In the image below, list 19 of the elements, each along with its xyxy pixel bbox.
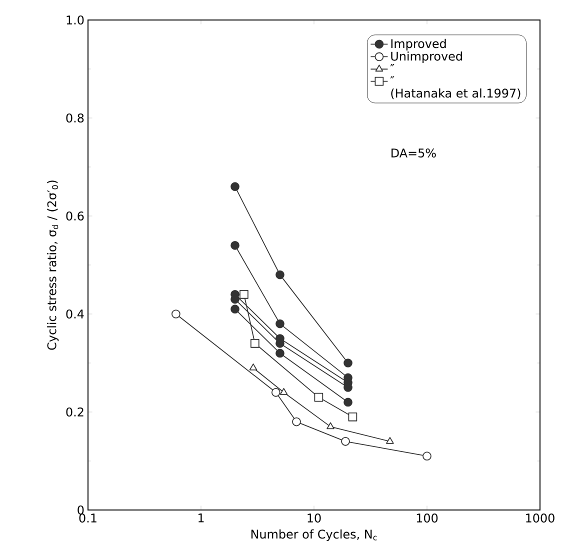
y-axis-title: Cyclic stress ratio, σ$_{d}$ / (2σ′$_{0}$) bbox=[47, 180, 59, 350]
x-tick-label: 100 bbox=[416, 514, 438, 523]
y-tick-label: 0.4 bbox=[66, 309, 84, 319]
y-tick-label: 0 bbox=[78, 505, 84, 515]
x-tick-label: 1 bbox=[198, 514, 204, 522]
annotation: DA=5% bbox=[392, 148, 436, 158]
y-tick-label: 1.0 bbox=[66, 15, 84, 25]
x-tick-label: 10 bbox=[308, 514, 321, 523]
legend-label: ″ bbox=[390, 64, 394, 66]
legend-label: Unimproved bbox=[391, 51, 462, 64]
y-tick-label: 0.8 bbox=[66, 113, 84, 123]
legend-label: ″ bbox=[390, 76, 394, 78]
y-tick-label: 0.6 bbox=[66, 211, 84, 221]
x-tick-label: 1000 bbox=[526, 514, 554, 523]
x-axis-title: Number of Cycles, N$_{c}$ bbox=[251, 529, 377, 541]
x-tick-label: 0.1 bbox=[79, 514, 96, 523]
legend-label: Improved bbox=[391, 38, 446, 50]
y-tick-label: 0.2 bbox=[66, 407, 84, 417]
annotation: (Hatanaka et al.1997) bbox=[391, 88, 520, 100]
